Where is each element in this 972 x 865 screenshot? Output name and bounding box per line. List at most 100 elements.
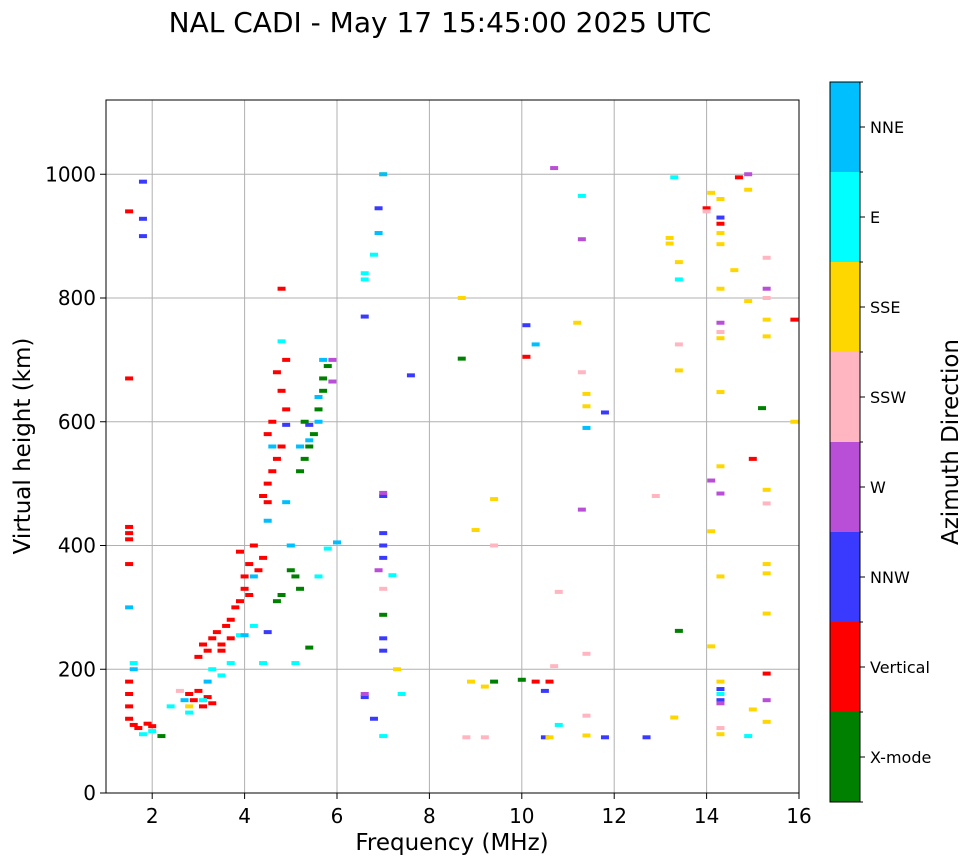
data-point-vertical — [531, 679, 540, 684]
data-point-sse — [744, 187, 753, 192]
colorbar-label: Azimuth Direction — [938, 339, 964, 545]
data-point-nne — [180, 698, 189, 703]
data-point-x-mode — [291, 574, 300, 579]
data-point-nne — [314, 395, 323, 399]
y-axis-ticks: 0 200 400 600 800 1000 — [45, 162, 106, 805]
data-point-nnw — [360, 695, 369, 700]
data-point-nnw — [600, 410, 609, 415]
colorbar-swatch — [830, 172, 860, 262]
y-tick-label: 800 — [58, 286, 96, 310]
data-point-vertical — [716, 221, 725, 226]
data-point-vertical — [272, 370, 281, 375]
data-point-w — [577, 237, 586, 242]
data-point-nnw — [406, 373, 415, 378]
data-point-ssw — [175, 688, 184, 693]
data-point-vertical — [263, 500, 272, 505]
data-point-nnw — [540, 735, 549, 740]
x-tick-label: 14 — [694, 804, 719, 828]
data-point-nnw — [522, 323, 531, 328]
data-point-w — [374, 568, 383, 573]
data-point-e — [577, 193, 586, 198]
data-point-x-mode — [296, 469, 305, 474]
data-point-sse — [716, 679, 725, 684]
colorbar-label-nne: NNE — [870, 118, 904, 137]
data-point-sse — [665, 235, 674, 240]
data-point-vertical — [129, 722, 138, 727]
data-point-ssw — [582, 713, 591, 718]
data-point-sse — [573, 320, 582, 325]
data-point-sse — [762, 611, 771, 616]
data-point-e — [129, 661, 138, 666]
data-point-vertical — [125, 716, 134, 721]
data-point-e — [291, 661, 300, 666]
data-point-nne — [319, 357, 328, 362]
data-point-vertical — [185, 692, 194, 696]
data-point-e — [138, 732, 147, 737]
data-point-nnw — [374, 206, 383, 211]
data-point-vertical — [125, 209, 134, 214]
data-point-sse — [490, 497, 499, 502]
data-point-vertical — [268, 419, 277, 424]
plot-frame — [105, 99, 800, 794]
data-point-nne — [379, 172, 388, 177]
data-point-sse — [716, 732, 725, 737]
data-point-x-mode — [314, 407, 323, 412]
data-point-w — [577, 507, 586, 512]
x-tick-label: 8 — [423, 804, 436, 828]
data-point-nnw — [138, 179, 147, 184]
data-point-x-mode — [319, 376, 328, 381]
data-point-sse — [716, 464, 725, 469]
data-point-vertical — [277, 444, 286, 449]
data-point-ssw — [716, 726, 725, 731]
data-point-sse — [762, 719, 771, 724]
data-point-nne — [333, 540, 341, 545]
data-point-e — [670, 175, 679, 180]
colorbar-label-x-mode: X-mode — [870, 748, 931, 767]
data-point-vertical — [748, 456, 757, 461]
data-point-w — [716, 320, 725, 325]
data-point-e — [674, 277, 683, 282]
data-point-w — [762, 286, 771, 291]
data-point-ssw — [582, 651, 591, 656]
colorbar-label-vertical: Vertical — [870, 658, 930, 677]
colorbar-swatch — [830, 712, 860, 802]
x-tick-label: 4 — [238, 804, 251, 828]
data-point-x-mode — [319, 388, 328, 393]
data-point-e — [744, 734, 753, 739]
data-point-nnw — [360, 314, 369, 319]
data-point-e — [388, 573, 397, 578]
data-point-nne — [249, 574, 258, 579]
data-point-sse — [466, 679, 475, 684]
data-point-nne — [582, 425, 591, 430]
data-point-x-mode — [490, 679, 499, 684]
data-point-x-mode — [286, 568, 295, 573]
data-point-vertical — [125, 679, 134, 684]
data-point-e — [199, 698, 208, 703]
data-point-sse — [716, 574, 725, 579]
colorbar-label-e: E — [870, 208, 880, 227]
data-point-sse — [716, 286, 725, 291]
y-tick-label: 400 — [58, 534, 96, 558]
data-point-e — [277, 339, 286, 344]
data-point-vertical — [194, 688, 203, 693]
data-point-vertical — [702, 206, 711, 211]
data-point-sse — [762, 487, 771, 492]
colorbar-swatch — [830, 532, 860, 622]
y-tick-label: 600 — [58, 410, 96, 434]
data-point-vertical — [545, 679, 554, 684]
data-point-ssw — [490, 543, 499, 548]
data-point-vertical — [203, 648, 212, 653]
data-point-sse — [716, 336, 725, 341]
data-point-nne — [282, 500, 291, 505]
data-point-sse — [185, 704, 194, 709]
colorbar-label-nnw: NNW — [870, 568, 910, 587]
data-point-x-mode — [305, 444, 314, 449]
colorbar-swatch — [830, 442, 860, 532]
data-point-sse — [790, 419, 799, 424]
data-point-vertical — [125, 531, 134, 536]
data-point-vertical — [231, 605, 240, 610]
data-point-sse — [730, 268, 739, 273]
data-point-vertical — [212, 630, 221, 635]
data-point-x-mode — [157, 734, 166, 739]
colorbar-swatch — [830, 352, 860, 442]
